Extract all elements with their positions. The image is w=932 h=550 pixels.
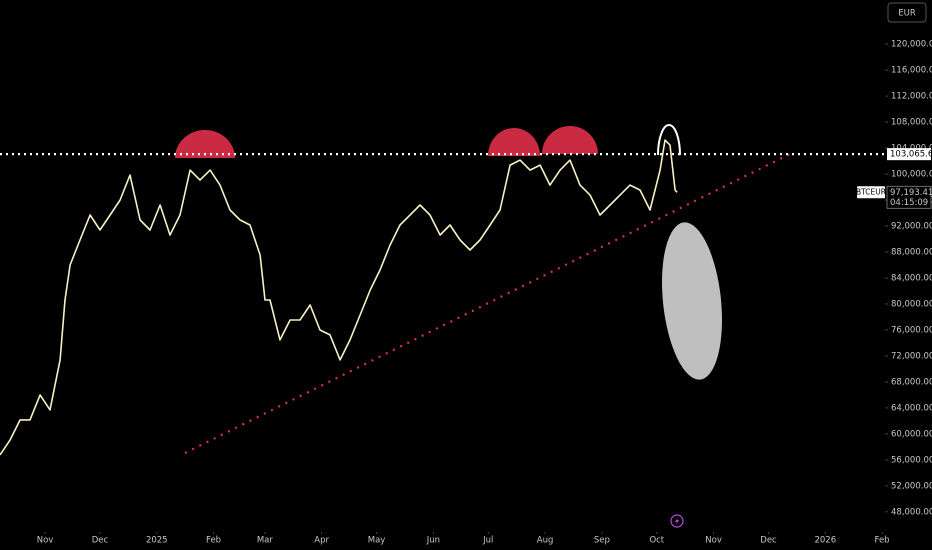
y-tick-label: 52,000.00 [891,481,932,491]
top-marker [657,124,681,156]
level-label: 103,065.64 [890,150,932,160]
y-tick-label: 56,000.00 [891,455,932,465]
currency-label: EUR [898,9,916,19]
y-tick-label: 108,000.00 [891,118,932,128]
x-tick-label: Apr [314,536,329,546]
x-tick-label: Jun [426,536,440,546]
x-tick-label: 2025 [146,536,168,546]
top-marker [542,126,598,154]
y-tick-label: 72,000.00 [891,351,932,361]
y-tick-label: 80,000.00 [891,299,932,309]
y-tick-label: 88,000.00 [891,248,932,258]
event-icon[interactable] [670,514,684,528]
countdown-label: 04:15:09 [890,198,928,208]
trend-line [184,153,791,454]
x-tick-label: May [368,536,386,546]
x-tick-label: Nov [705,536,722,546]
y-tick-label: 64,000.00 [891,403,932,413]
y-tick-label: 116,000.00 [891,66,932,76]
x-tick-label: Feb [875,536,890,546]
projection-ellipse [661,222,723,380]
level-tag [887,148,931,161]
symbol-label: BTCEUR [856,187,886,196]
x-tick-label: Aug [537,536,554,546]
x-tick-label: Sep [594,536,610,546]
x-tick-label: Nov [37,536,54,546]
y-tick-label: 68,000.00 [891,377,932,387]
x-tick-label: Dec [760,536,777,546]
y-tick-label: 92,000.00 [891,222,932,232]
price-line [0,139,678,456]
price-label: 97,193.41 [890,188,932,198]
top-marker [488,128,540,156]
y-tick-label: 76,000.00 [891,325,932,335]
y-tick-label: 48,000.00 [891,507,932,517]
y-tick-label: 100,000.00 [891,170,932,180]
y-tick-label: 120,000.00 [891,40,932,50]
x-tick-label: Feb [206,536,221,546]
x-tick-label: 2026 [814,536,836,546]
price-tag [886,185,932,209]
currency-button[interactable] [887,2,927,23]
x-tick-label: Dec [92,536,109,546]
y-tick-label: 112,000.00 [891,92,932,102]
y-tick-label: 84,000.00 [891,273,932,283]
x-tick-label: Mar [257,536,274,546]
y-tick-label: 60,000.00 [891,429,932,439]
symbol-tag [857,186,885,199]
x-tick-label: Oct [649,536,664,546]
plot [0,139,678,456]
top-marker [175,130,235,158]
x-tick-label: Jul [482,536,493,546]
